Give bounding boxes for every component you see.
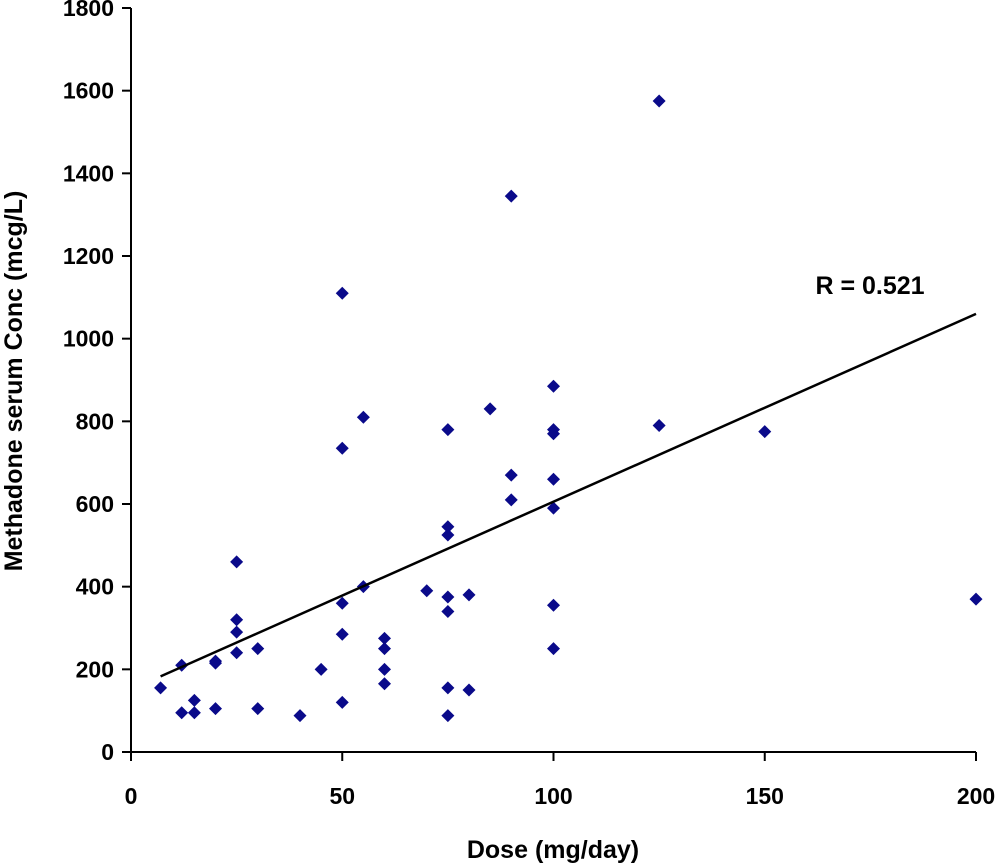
- x-axis-title: Dose (mg/day): [467, 836, 639, 864]
- data-point: [969, 592, 983, 606]
- data-point: [356, 410, 370, 424]
- x-tick-label: 200: [957, 783, 995, 809]
- data-point: [504, 468, 518, 482]
- data-point: [504, 189, 518, 203]
- data-point: [314, 662, 328, 676]
- data-point: [335, 441, 349, 455]
- data-point: [335, 695, 349, 709]
- data-point: [209, 702, 222, 716]
- data-point: [335, 627, 349, 641]
- data-point: [547, 642, 560, 656]
- data-point: [462, 588, 476, 602]
- x-tick-label: 50: [329, 783, 355, 809]
- y-tick-label: 1200: [63, 243, 114, 269]
- data-point: [547, 472, 560, 486]
- data-point: [441, 590, 455, 604]
- y-axis-title: Methadone serum Conc (mcg/L): [0, 191, 28, 572]
- y-tick-label: 1800: [63, 0, 114, 21]
- y-tick-label: 600: [76, 491, 114, 517]
- r-value-annotation: R = 0.521: [815, 272, 924, 300]
- data-point: [175, 706, 189, 720]
- data-point: [209, 656, 222, 670]
- y-tick-label: 800: [76, 408, 114, 434]
- y-tick-label: 1000: [63, 326, 114, 352]
- data-point: [420, 584, 434, 598]
- data-point: [547, 501, 560, 515]
- data-point: [378, 662, 391, 676]
- data-point: [441, 423, 455, 437]
- data-point: [504, 493, 518, 507]
- data-point: [547, 427, 560, 441]
- data-point: [378, 642, 391, 656]
- x-tick-label: 150: [746, 783, 784, 809]
- data-point: [230, 625, 244, 639]
- y-tick-label: 400: [76, 574, 114, 600]
- y-tick-label: 1600: [63, 78, 114, 104]
- x-tick-label: 0: [125, 783, 138, 809]
- y-tick-label: 200: [76, 656, 114, 682]
- x-tick-label: 100: [534, 783, 572, 809]
- data-point: [441, 528, 455, 542]
- data-point: [187, 693, 201, 707]
- data-point: [187, 706, 201, 720]
- data-point: [652, 418, 666, 432]
- data-point: [652, 94, 666, 108]
- data-point: [462, 683, 476, 697]
- data-point: [251, 702, 265, 716]
- data-point: [758, 425, 772, 439]
- data-point: [230, 555, 244, 569]
- data-point: [293, 709, 307, 723]
- data-point: [335, 286, 349, 300]
- data-point: [335, 596, 349, 610]
- data-point: [441, 604, 455, 618]
- data-point: [230, 646, 244, 660]
- data-point: [251, 642, 265, 656]
- data-point: [441, 709, 455, 723]
- x-axis-ticks: 0 50 100 150 200: [125, 752, 995, 809]
- y-axis-ticks: 0 200 400 600 800 1000 1200 1400 1600 1800: [63, 0, 131, 765]
- data-point: [154, 681, 168, 695]
- data-point: [547, 379, 560, 393]
- data-point: [547, 598, 560, 612]
- data-points: [154, 94, 983, 723]
- data-point: [378, 631, 391, 645]
- y-tick-label: 1400: [63, 160, 114, 186]
- data-point: [441, 520, 455, 534]
- trendline: [160, 312, 977, 678]
- y-tick-label: 0: [101, 739, 114, 765]
- data-point: [230, 613, 244, 627]
- data-point: [483, 402, 497, 416]
- data-point: [441, 681, 455, 695]
- data-point: [378, 677, 391, 691]
